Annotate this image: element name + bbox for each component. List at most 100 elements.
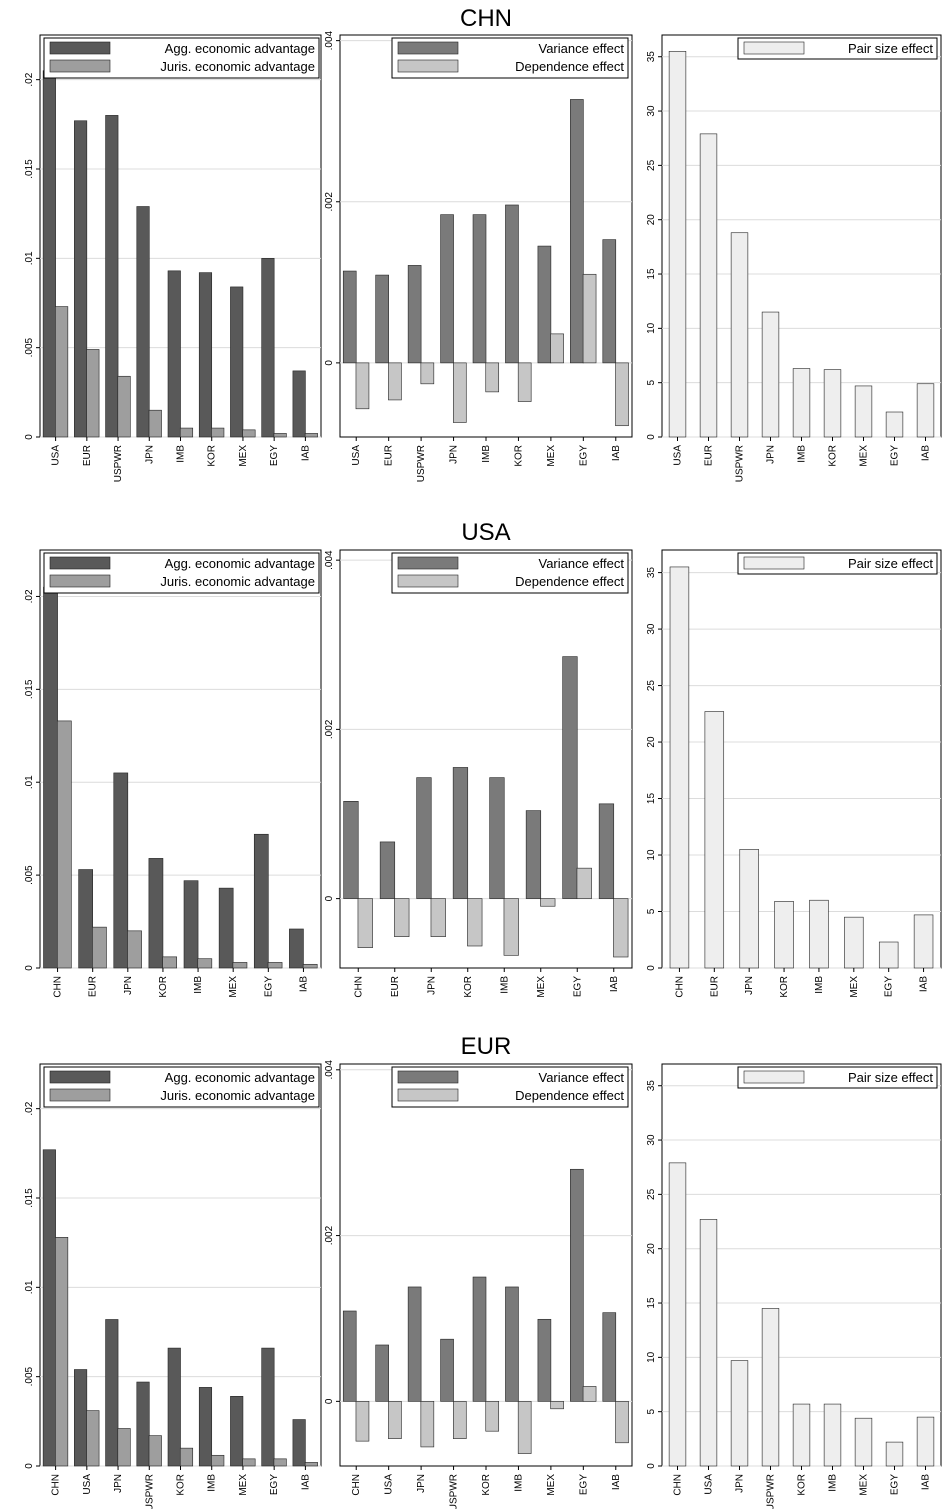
bar-agg-economic-advantage-jpn: [105, 1319, 119, 1467]
legend-label-pair-size-effect: Pair size effect: [848, 41, 933, 56]
x-tick-label: JPN: [113, 1474, 124, 1493]
bar-agg-economic-advantage-uspwr: [136, 1381, 150, 1467]
y-tick-label: 30: [646, 1134, 657, 1146]
chart-decomposition-1: 0 .002 .004 CHN EUR JPN KOR IMB MEX EGY IAB Varianc…: [324, 519, 633, 998]
x-tick-label: USPWR: [144, 1474, 155, 1509]
legend-label-dependence-effect: Dependence effect: [515, 1088, 624, 1103]
bar-pair-size-effect-egy: [878, 941, 899, 969]
y-tick-label: .002: [324, 1225, 335, 1245]
x-tick-label: EUR: [709, 976, 720, 997]
bar-pair-size-effect-usa: [668, 50, 687, 438]
bar-dependence-effect-chn: [357, 898, 373, 948]
bar-dependence-effect-kor: [485, 1401, 500, 1432]
bar-dependence-effect-usa: [355, 362, 370, 410]
x-tick-label: USA: [704, 1474, 715, 1495]
x-tick-label: EUR: [82, 445, 93, 466]
y-tick-label: 10: [646, 849, 657, 861]
legend-swatch-agg-economic-advantage: [49, 556, 111, 570]
x-tick-label: MEX: [859, 1474, 870, 1496]
bar-agg-economic-advantage-jpn: [136, 206, 150, 438]
y-tick-label: 30: [646, 105, 657, 117]
bar-agg-economic-advantage-usa: [74, 1369, 88, 1467]
bar-juris-economic-advantage-mex: [232, 962, 248, 969]
x-tick-label: EGY: [578, 1474, 589, 1495]
x-tick-label: MEX: [859, 445, 870, 467]
bar-agg-economic-advantage-mex: [230, 1396, 244, 1467]
bar-variance-effect-jpn: [416, 777, 432, 899]
chart-title: EUR: [461, 1033, 512, 1060]
x-tick-label: MEX: [546, 1474, 557, 1496]
legend-label-pair-size-effect: Pair size effect: [848, 556, 933, 571]
x-tick-label: IMB: [481, 445, 492, 463]
bar-juris-economic-advantage-imb: [179, 427, 194, 438]
y-tick-label: .004: [324, 30, 335, 50]
y-tick-label: 0: [646, 965, 657, 971]
y-tick-label: 0: [24, 434, 35, 440]
legend-swatch-dependence-effect: [397, 59, 459, 73]
bar-dependence-effect-jpn: [420, 1401, 435, 1448]
y-tick-label: 0: [24, 965, 35, 971]
y-tick-label: 15: [646, 268, 657, 280]
bar-juris-economic-advantage-usa: [86, 1410, 100, 1467]
x-tick-label: IMB: [193, 976, 204, 994]
legend-label-variance-effect: Variance effect: [538, 41, 624, 56]
bar-pair-size-effect-chn: [669, 566, 690, 969]
y-tick-label: .015: [24, 679, 35, 699]
legend-label-variance-effect: Variance effect: [538, 556, 624, 571]
x-tick-label: USPWR: [416, 445, 427, 482]
y-tick-label: .015: [24, 159, 35, 179]
x-tick-label: CHN: [674, 976, 685, 998]
bar-variance-effect-iab: [602, 1312, 617, 1402]
x-tick-label: KOR: [828, 445, 839, 467]
bar-agg-economic-advantage-iab: [292, 1419, 306, 1467]
bar-juris-economic-advantage-jpn: [127, 930, 142, 969]
legend: Variance effect Dependence effect: [391, 1066, 629, 1108]
legend-label-juris-economic-advantage: Juris. economic advantage: [160, 574, 315, 589]
x-tick-label: CHN: [673, 1474, 684, 1496]
bar-variance-effect-egy: [562, 656, 578, 899]
bar-dependence-effect-jpn: [452, 362, 467, 423]
legend: Pair size effect: [737, 1066, 938, 1089]
legend-swatch-variance-effect: [397, 41, 459, 55]
y-tick-label: 0: [324, 895, 335, 901]
legend: Agg. economic advantage Juris. economic a…: [43, 552, 320, 594]
bar-variance-effect-egy: [570, 99, 584, 364]
bar-dependence-effect-iab: [615, 362, 629, 427]
legend: Agg. economic advantage Juris. economic a…: [43, 37, 320, 79]
y-tick-label: .005: [24, 865, 35, 885]
legend-swatch-pair-size-effect: [743, 1070, 805, 1084]
y-tick-label: .02: [24, 1101, 35, 1115]
x-tick-label: EGY: [578, 445, 589, 466]
bar-pair-size-effect-egy: [885, 1441, 904, 1467]
x-tick-label: USPWR: [113, 445, 124, 482]
bar-agg-economic-advantage-egy: [253, 833, 269, 969]
y-tick-label: 5: [646, 1408, 657, 1414]
x-tick-label: USA: [673, 445, 684, 466]
bar-dependence-effect-egy: [576, 867, 592, 899]
x-tick-label: USA: [384, 1474, 395, 1495]
bar-variance-effect-usa: [375, 1344, 389, 1402]
bar-agg-economic-advantage-imb: [198, 1387, 213, 1467]
x-tick-label: EGY: [572, 976, 583, 997]
y-tick-label: 25: [646, 1188, 657, 1200]
bar-variance-effect-kor: [452, 767, 469, 899]
bar-juris-economic-advantage-chn: [55, 1237, 69, 1467]
bar-variance-effect-mex: [525, 810, 542, 899]
bar-juris-economic-advantage-iab: [304, 433, 318, 438]
x-tick-label: USPWR: [766, 1474, 777, 1509]
bar-pair-size-effect-mex: [854, 1417, 873, 1467]
bar-variance-effect-chn: [342, 1310, 357, 1402]
bar-dependence-effect-kor: [517, 362, 532, 402]
bar-pair-size-effect-uspwr: [730, 232, 749, 438]
legend: Pair size effect: [737, 37, 938, 60]
legend-swatch-agg-economic-advantage: [49, 1070, 111, 1084]
bar-variance-effect-imb: [472, 214, 487, 364]
legend-swatch-variance-effect: [397, 1070, 459, 1084]
bar-agg-economic-advantage-eur: [74, 120, 88, 438]
bar-juris-economic-advantage-usa: [55, 306, 69, 438]
legend-label-agg-economic-advantage: Agg. economic advantage: [165, 1070, 315, 1085]
bar-pair-size-effect-mex: [844, 916, 864, 969]
y-tick-label: .002: [324, 192, 335, 212]
bar-variance-effect-usa: [342, 270, 357, 364]
